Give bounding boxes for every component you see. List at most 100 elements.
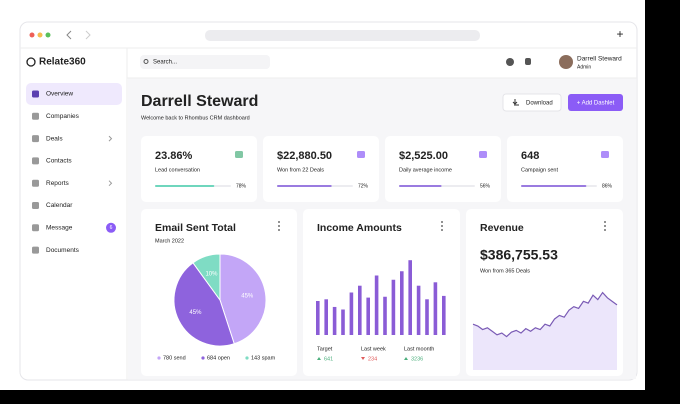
download-icon: [512, 99, 519, 106]
card-menu[interactable]: [278, 221, 280, 223]
search-placeholder[interactable]: Search...: [153, 60, 177, 66]
menu-item[interactable]: Overview: [46, 91, 73, 98]
card-menu[interactable]: [604, 229, 606, 231]
progress-bar: [399, 185, 442, 187]
progress-bar: [521, 185, 587, 187]
bar: [416, 285, 421, 335]
new-tab-icon[interactable]: +: [616, 27, 623, 41]
help-icon[interactable]: [506, 58, 514, 66]
bar: [358, 285, 362, 335]
stat-value: $22,880.50: [277, 150, 332, 162]
window-dot[interactable]: [37, 32, 43, 38]
bar: [341, 309, 345, 335]
stat-label: Won from 22 Deals: [277, 167, 324, 173]
menu-icon: [32, 246, 39, 254]
footer-value: 641: [324, 356, 333, 362]
card-title: Email Sent Total: [155, 222, 236, 234]
footer-label: Last moonth: [404, 346, 434, 352]
backdrop-edge: [645, 0, 680, 404]
address-bar[interactable]: [205, 30, 480, 41]
menu-icon: [32, 135, 39, 143]
pie-slice: [173, 262, 235, 347]
bar: [383, 296, 387, 335]
progress-bar: [155, 185, 215, 187]
download-button[interactable]: [502, 93, 562, 112]
user-role: Admin: [577, 64, 591, 70]
stat-icon: [479, 151, 487, 158]
add-button[interactable]: [568, 94, 623, 111]
menu-icon: [32, 179, 39, 187]
menu-icon: [32, 224, 39, 232]
user-name[interactable]: Darrell Steward: [577, 56, 622, 63]
menu-item[interactable]: Reports: [46, 180, 70, 187]
page-title: Darrell Steward: [141, 93, 258, 110]
chevron: [108, 135, 113, 142]
menu-item[interactable]: Deals: [46, 135, 63, 142]
card-menu[interactable]: [441, 229, 443, 231]
back-button[interactable]: [66, 30, 72, 40]
bar: [349, 292, 354, 335]
trend-arrow: [317, 357, 321, 360]
card-title: Revenue: [480, 222, 524, 234]
progress-label: 78%: [236, 183, 247, 189]
menu-item[interactable]: Message: [46, 225, 73, 232]
avatar[interactable]: [559, 55, 573, 69]
menu-item[interactable]: Calendar: [46, 202, 73, 209]
bar: [408, 260, 412, 335]
bar: [366, 297, 370, 335]
progress-label: 86%: [602, 183, 613, 189]
window-dot[interactable]: [29, 32, 35, 38]
menu-item[interactable]: Documents: [46, 247, 80, 254]
card-menu[interactable]: [604, 225, 606, 227]
footer-label: Target: [317, 346, 333, 352]
menu-icon: [32, 157, 39, 165]
revenue-total: $386,755.53: [480, 247, 558, 263]
bar: [374, 275, 379, 335]
stat-value: 23.86%: [155, 150, 193, 162]
footer-value: 3236: [411, 356, 423, 362]
badge: [106, 222, 116, 233]
menu-item[interactable]: Companies: [46, 113, 80, 120]
bar: [433, 282, 438, 335]
progress-label: 56%: [480, 183, 491, 189]
stat-icon: [357, 151, 365, 158]
notification-icon[interactable]: [525, 58, 531, 65]
progress-bar: [277, 185, 332, 187]
menu-item[interactable]: Contacts: [46, 158, 72, 165]
card-menu[interactable]: [278, 229, 280, 231]
add-label[interactable]: + Add Dashlet: [577, 101, 615, 107]
stat-label: Campaign sent: [521, 167, 558, 173]
pie-slice: [192, 253, 221, 302]
card-subtitle: March 2022: [155, 238, 184, 244]
pie-slice: [219, 253, 267, 345]
chevron: [108, 180, 113, 187]
bar: [400, 271, 404, 335]
footer-label: Last week: [361, 346, 386, 352]
logo[interactable]: Relate360: [39, 57, 86, 68]
stat-icon: [235, 151, 243, 158]
legend-dot: [245, 356, 249, 360]
menu-icon: [32, 90, 39, 98]
bar: [391, 279, 396, 335]
card-menu[interactable]: [604, 221, 606, 223]
forward-button[interactable]: [85, 30, 91, 40]
slice-label: 45%: [189, 310, 202, 316]
bar: [324, 299, 328, 335]
stat-value: 648: [521, 150, 539, 162]
search-icon: [143, 59, 149, 64]
legend-dot: [157, 356, 161, 360]
download-label[interactable]: Download: [526, 101, 553, 107]
card-title: Income Amounts: [317, 222, 402, 234]
menu-icon: [32, 112, 39, 120]
bar: [316, 301, 320, 335]
card-note: Won from 365 Deals: [480, 268, 530, 274]
stat-label: Daily average income: [399, 167, 452, 173]
stat-label: Lead conversation: [155, 167, 200, 173]
card-menu[interactable]: [278, 225, 280, 227]
card-menu[interactable]: [441, 225, 443, 227]
area-line: [472, 291, 618, 338]
card-menu[interactable]: [441, 221, 443, 223]
window-dot[interactable]: [45, 32, 51, 38]
search-box[interactable]: [140, 55, 270, 69]
logo-icon: [26, 57, 36, 67]
